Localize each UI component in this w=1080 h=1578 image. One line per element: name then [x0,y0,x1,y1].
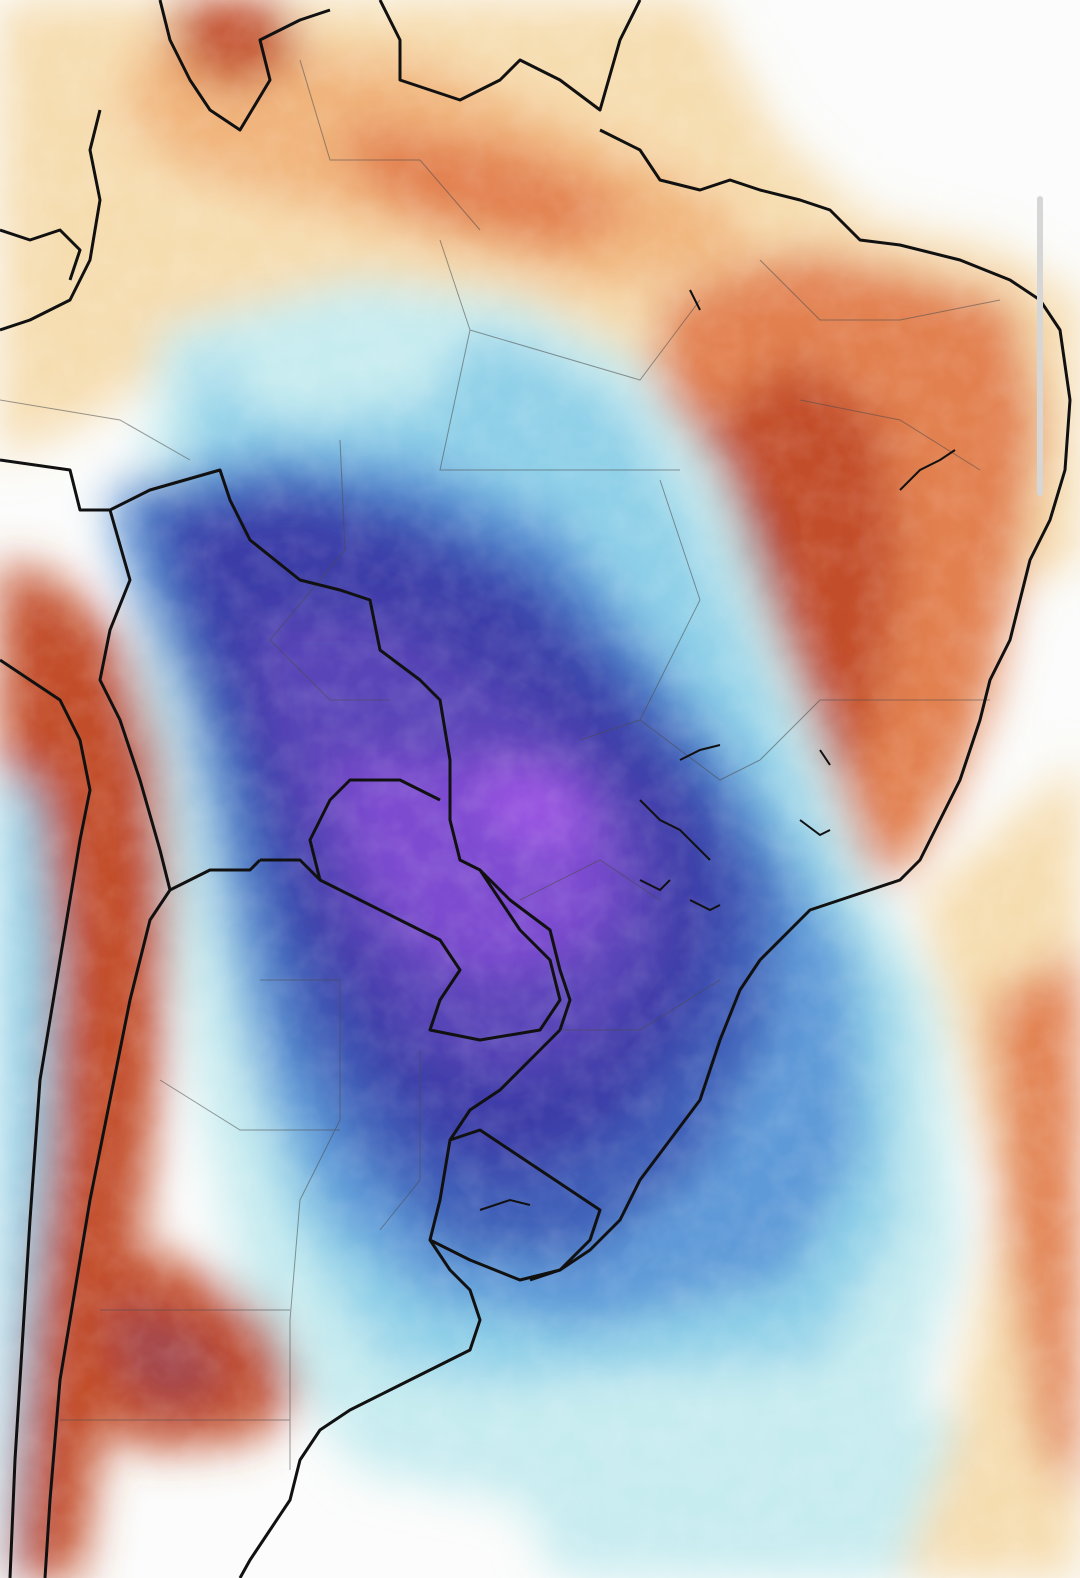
border-paraguay [260,858,562,1042]
border-peru-brazil [0,458,572,1031]
border-venezuela [158,0,331,132]
coastline-north [529,128,1072,1282]
state-border-line [469,299,701,381]
reservoir-mark [899,449,956,491]
border-colombia [0,228,82,281]
water-bodies [479,289,956,1211]
state-border-line [299,59,481,231]
state-border-line [639,719,761,781]
state-border-line [560,979,721,1031]
border-andes-spine [43,889,172,1578]
reservoir-mark [819,749,831,766]
coastline-argentina [238,1239,482,1578]
coastline-pacific [0,658,92,1578]
border-argentina-brazil [448,1028,562,1141]
reservoir-mark [639,799,711,861]
state-border-line [159,1079,340,1131]
state-border-line [759,699,990,761]
state-border-line [579,479,701,741]
scrollbar[interactable] [1037,196,1043,496]
state-borders [0,59,1001,1470]
state-border-line [439,239,680,471]
reservoir-mark [679,744,721,761]
border-bolivia-inner [308,778,441,881]
state-border-line [759,259,1001,321]
border-bolivia [98,509,262,892]
reservoir-mark [689,899,721,912]
state-border-line [519,859,661,901]
state-border-line [799,399,981,471]
reservoir-mark [689,289,701,311]
state-border-line [379,1050,421,1231]
state-border-line [260,979,341,1470]
border-west-brazil [0,109,102,332]
reservoir-mark [479,1198,531,1211]
state-border-line [269,439,390,701]
border-guianas [378,0,642,112]
reservoir-mark [799,819,831,837]
state-border-line [0,399,191,461]
reservoir-mark [639,879,671,892]
